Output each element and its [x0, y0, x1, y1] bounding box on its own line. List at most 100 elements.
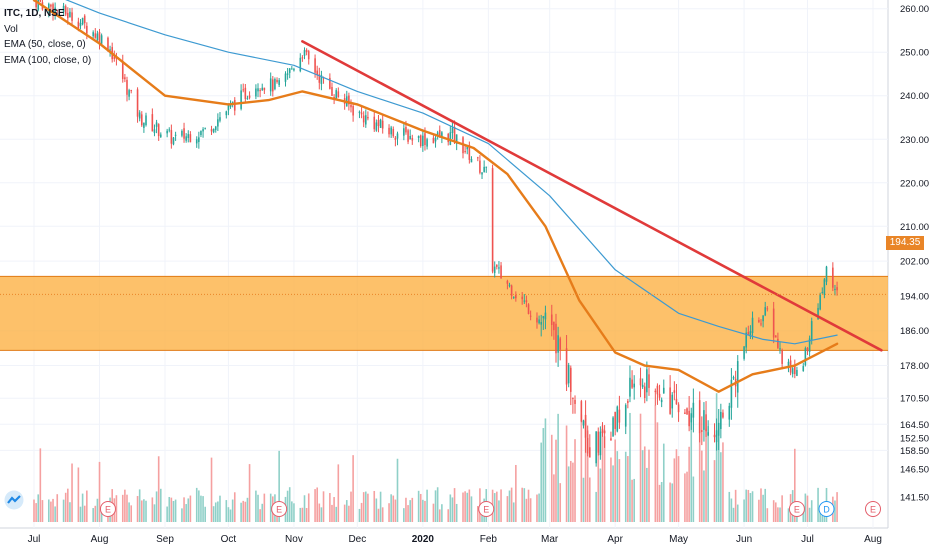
volume-bar [155, 491, 158, 522]
candle-body [272, 79, 274, 92]
volume-bar [629, 412, 631, 522]
volume-bar [510, 487, 513, 522]
candle-body [574, 399, 576, 404]
candle [98, 28, 101, 50]
candle-body [362, 115, 365, 123]
candle [648, 367, 650, 396]
candle-body [284, 73, 287, 82]
candle [257, 83, 259, 98]
candle-body [707, 432, 709, 436]
candle-body [544, 312, 547, 320]
candle-body [686, 408, 688, 415]
candle-body [485, 166, 488, 168]
candle-body [278, 80, 280, 85]
candle-body [195, 139, 198, 144]
candle [301, 55, 304, 62]
candle [320, 70, 323, 91]
candle [219, 112, 221, 123]
candle-body [107, 37, 109, 50]
candle-body [143, 122, 145, 128]
volume-bar [527, 489, 530, 522]
candle [217, 113, 219, 132]
tradingview-logo-icon[interactable] [4, 490, 24, 510]
candle-body [62, 5, 65, 12]
candle-body [466, 145, 469, 150]
dividend-marker[interactable]: D [818, 501, 835, 517]
candle [544, 305, 547, 330]
candle-body [409, 135, 411, 140]
volume-bar [671, 483, 674, 522]
candle-body [540, 322, 543, 325]
volume-bar [701, 450, 703, 522]
candle-body [498, 267, 500, 269]
candle [690, 407, 693, 430]
volume-bar [314, 489, 316, 522]
price-tick-label: 210.00 [900, 222, 929, 233]
candle [787, 358, 790, 373]
candle [390, 125, 392, 138]
candle [81, 17, 84, 26]
candle [259, 88, 261, 98]
volume-bar [233, 492, 236, 522]
volume-bar [684, 473, 686, 522]
earnings-marker[interactable]: E [478, 501, 495, 517]
candle [233, 97, 236, 116]
candle [422, 129, 424, 152]
price-tick-label: 186.00 [900, 326, 929, 337]
earnings-marker[interactable]: E [865, 501, 881, 517]
candle-body [261, 87, 264, 91]
zone-fill [0, 276, 888, 351]
candle-body [348, 95, 350, 105]
volume-bar [656, 422, 659, 522]
volume-bar [470, 496, 473, 522]
legend-volume[interactable]: Vol [4, 23, 18, 35]
candle-body [151, 114, 154, 132]
candle-body [50, 4, 52, 7]
candle-body [337, 91, 340, 98]
candle-body [481, 172, 483, 175]
candle-body [648, 374, 650, 388]
time-axis: Jul Aug Sep Oct Nov Dec 2020 Feb Mar Apr May Jun Jul… [28, 534, 882, 545]
legend-ema50[interactable]: EMA (50, close, 0) [4, 39, 86, 50]
volume-bar [787, 508, 790, 522]
candle-body [96, 33, 99, 41]
legend-ema100[interactable]: EMA (100, close, 0) [4, 54, 92, 66]
candle-body [318, 74, 321, 83]
volume-bar [54, 506, 56, 522]
candle-body [692, 402, 695, 418]
earnings-marker[interactable]: E [271, 501, 288, 517]
earnings-marker[interactable]: E [99, 501, 116, 517]
candle [160, 132, 162, 138]
candle [261, 83, 264, 91]
volume-bar [419, 493, 422, 522]
candle [779, 342, 781, 354]
candle [136, 87, 139, 123]
candle [728, 402, 731, 427]
volume-bar [174, 499, 177, 522]
volume-bar [498, 500, 500, 522]
candle [658, 384, 661, 401]
candle [305, 48, 308, 56]
candle-body [259, 90, 261, 92]
volume-bar [189, 495, 192, 522]
candle [791, 365, 794, 378]
candle [56, 9, 59, 14]
candle-body [557, 335, 559, 353]
candle-body [214, 126, 217, 130]
candle [804, 346, 807, 367]
earnings-marker[interactable]: E [788, 501, 805, 517]
marker-circle [271, 501, 288, 517]
candle-body [523, 300, 526, 302]
candle-body [52, 4, 54, 15]
volume-bar [766, 508, 769, 522]
legend-symbol[interactable]: ITC, 1D, NSE [4, 8, 65, 19]
candle-body [515, 294, 517, 299]
volume-bar [77, 467, 80, 522]
candle-body [559, 338, 562, 350]
candle [627, 399, 629, 409]
volume-bar [774, 502, 777, 522]
volume-bar [322, 491, 325, 522]
candle [202, 127, 204, 138]
